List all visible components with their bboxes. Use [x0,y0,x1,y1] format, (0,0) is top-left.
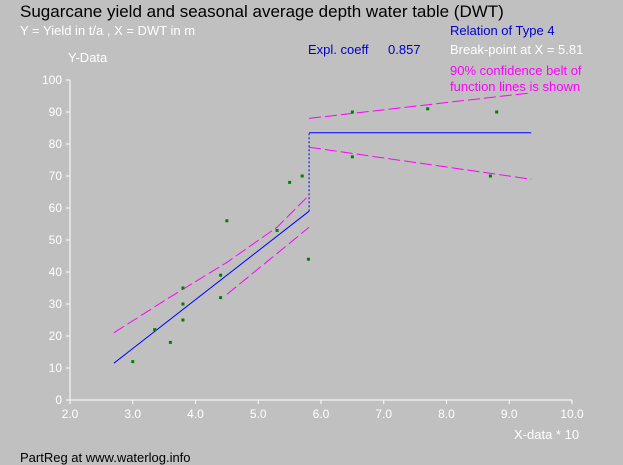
data-point [495,110,499,114]
data-point [275,228,279,232]
chart-axes [69,80,572,401]
explained-coefficient-label: Expl. coeff [308,42,369,57]
regression-segment-1 [113,210,310,364]
x-tick-label: 10.0 [560,407,584,421]
confidence-line-seg1-lower [226,226,310,295]
confidence-belt [113,92,532,334]
regression-lines [113,132,532,364]
data-point [131,360,135,364]
data-point [181,318,185,322]
x-tick-label: 8.0 [438,407,455,421]
y-tick-label: 40 [49,265,63,279]
y-tick-label: 100 [42,73,62,87]
y-tick-label: 0 [55,393,62,407]
data-point [350,155,354,159]
confidence-note-line2: function lines is shown [450,79,581,94]
data-point [488,174,492,178]
data-point [426,107,430,111]
x-axis-label: X-data * 10 [514,427,580,442]
x-tick-label: 7.0 [375,407,392,421]
y-tick-label: 70 [49,169,63,183]
confidence-line-seg2-lower [309,146,532,180]
data-point [306,257,310,261]
data-points [131,107,499,364]
y-tick-label: 30 [49,297,63,311]
data-point [153,328,157,332]
x-tick-label: 3.0 [124,407,141,421]
footer-credit: PartReg at www.waterlog.info [20,450,191,465]
data-point [300,174,304,178]
x-tick-label: 2.0 [62,407,79,421]
chart-ticks: 2.0 3.0 4.0 5.0 6.0 7.0 8.0 9.0 10.0 0 10 20 30 40 50 6… [42,73,584,421]
chart-subtitle: Y = Yield in t/a , X = DWT in m [20,23,196,38]
y-tick-label: 10 [49,361,63,375]
data-point [288,180,292,184]
confidence-line-seg1-upper [113,194,310,334]
chart-title: Sugarcane yield and seasonal average dep… [20,2,504,21]
data-point [181,302,185,306]
confidence-line-seg2-upper [309,92,532,119]
x-tick-label: 6.0 [313,407,330,421]
relation-type-text: Relation of Type 4 [450,23,555,38]
x-tick-label: 5.0 [250,407,267,421]
y-tick-label: 90 [49,105,63,119]
y-tick-label: 50 [49,233,63,247]
y-tick-label: 80 [49,137,63,151]
y-tick-label: 20 [49,329,63,343]
y-tick-label: 60 [49,201,63,215]
y-axis-label: Y-Data [68,50,108,65]
data-point [225,219,229,223]
data-point [219,273,223,277]
explained-coefficient-value: 0.857 [388,42,421,57]
data-point [181,286,185,290]
data-point [219,296,223,300]
data-point [168,340,172,344]
confidence-note-line1: 90% confidence belt of [450,63,582,78]
data-point [350,110,354,114]
x-tick-label: 4.0 [187,407,204,421]
x-tick-label: 9.0 [501,407,518,421]
breakpoint-text: Break-point at X = 5.81 [450,42,584,57]
